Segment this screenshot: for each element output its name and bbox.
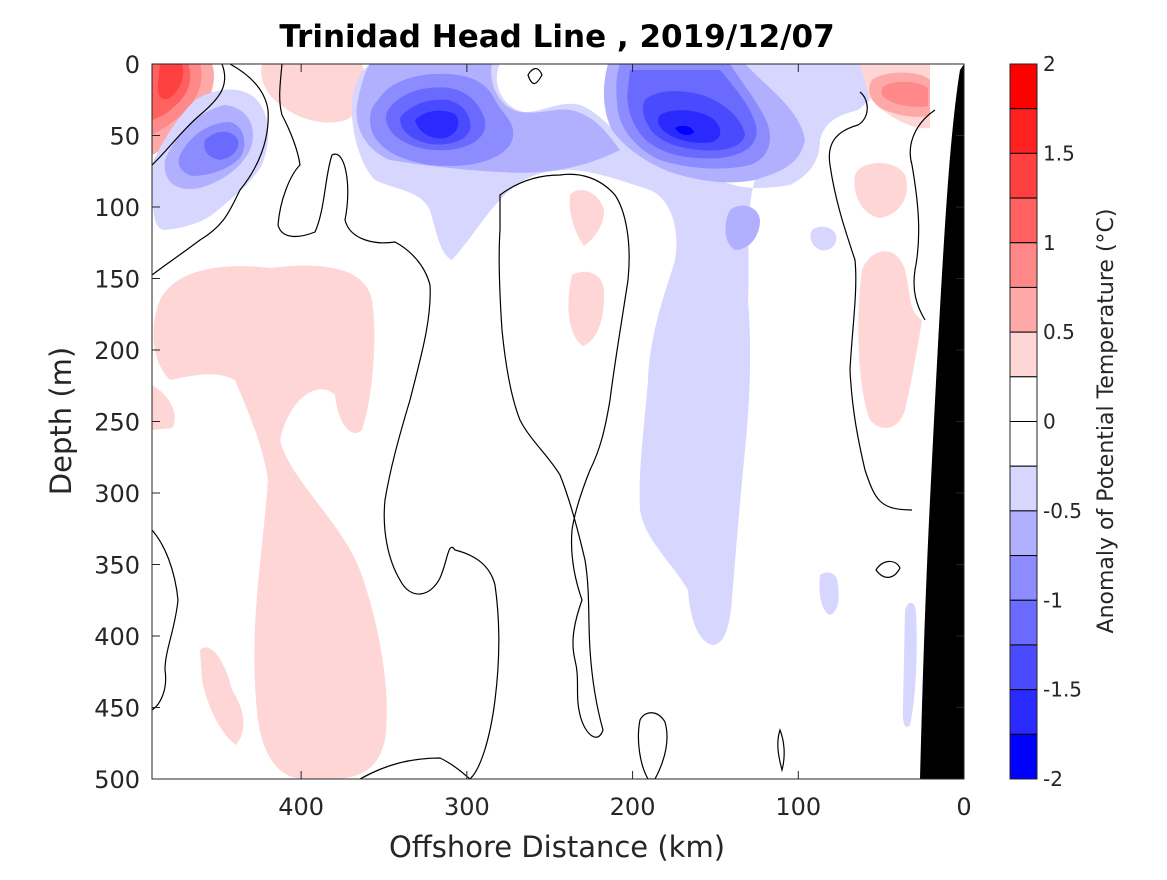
colorbar-segment — [1009, 152, 1038, 199]
y-tick-label: 100 — [94, 194, 140, 222]
y-tick-label: 250 — [94, 409, 140, 437]
colorbar-label: Anomaly of Potential Temperature (°C) — [1094, 209, 1119, 634]
warm-region-left-edge — [152, 385, 175, 430]
x-tick-label: 300 — [444, 793, 490, 821]
contour-line — [637, 712, 668, 779]
colorbar-segment — [1009, 197, 1038, 244]
warm-region-surface-1 — [261, 64, 365, 123]
contour-line — [359, 757, 471, 779]
contour-line — [277, 64, 500, 779]
contour-line — [909, 109, 936, 321]
colorbar-segment — [1009, 733, 1038, 780]
y-tick-label: 500 — [94, 766, 140, 794]
colorbar-tick-label: -1 — [1043, 588, 1063, 612]
y-tick-label: 350 — [94, 552, 140, 580]
y-tick-label: 50 — [109, 123, 140, 151]
x-tick-label: 100 — [775, 793, 821, 821]
warm-core-nearshore-3 — [881, 81, 928, 107]
land-mask — [920, 64, 964, 779]
x-axis-label: Offshore Distance (km) — [389, 830, 725, 864]
contour-line — [498, 173, 630, 738]
contour-line — [152, 64, 269, 276]
cool-region-small-1 — [810, 226, 837, 251]
x-axis: 400 300 200 100 0 — [278, 64, 972, 821]
x-tick-label: 400 — [278, 793, 324, 821]
cool-deep-west-4 — [415, 110, 459, 139]
colorbar-segment — [1009, 599, 1038, 646]
x-tick-label: 0 — [956, 793, 971, 821]
colorbar-segment — [1009, 331, 1038, 378]
zero-contours — [152, 64, 936, 779]
colorbar-segment — [1009, 644, 1038, 691]
y-tick-label: 300 — [94, 480, 140, 508]
plot-area — [152, 64, 964, 779]
colorbar-segment — [1009, 421, 1038, 467]
colorbar-segment — [1009, 242, 1038, 288]
cool-region-small-2 — [902, 602, 917, 727]
colorbar-segment — [1009, 689, 1038, 735]
cool-region-small-3 — [819, 572, 839, 615]
warm-region-center — [569, 190, 604, 246]
y-tick-label: 150 — [94, 266, 140, 294]
warm-region-nearshore — [858, 251, 922, 429]
colorbar-tick-label: 2 — [1043, 52, 1056, 76]
y-tick-label: 400 — [94, 623, 140, 651]
warm-region-shelf — [854, 162, 908, 218]
y-tick-label: 0 — [125, 51, 140, 79]
contour-line — [152, 64, 226, 166]
cool-deep-east-4 — [657, 110, 721, 143]
colorbar-segment — [1009, 108, 1038, 154]
colorbar-ticks: 2 1.5 1 0.5 0 -0.5 -1 -1.5 -2 — [1043, 52, 1082, 791]
colorbar-tick-label: -0.5 — [1043, 499, 1082, 523]
warm-region-deep-left — [200, 647, 244, 745]
cool-mid-east-lobe — [725, 205, 760, 250]
y-axis-label: Depth (m) — [44, 347, 78, 495]
colorbar-segment — [1009, 376, 1038, 422]
warm-region-offshore — [153, 265, 387, 779]
cool-deep-east-5 — [675, 125, 694, 136]
colorbar-tick-label: 0.5 — [1043, 320, 1075, 344]
contour-line — [777, 728, 785, 773]
colorbar-segment — [1009, 286, 1038, 333]
warm-core-offshore-4 — [157, 64, 184, 100]
colorbar-border — [1009, 63, 1038, 780]
contour-line — [828, 91, 913, 511]
colorbar — [1009, 63, 1038, 780]
colorbar-tick-label: 0 — [1043, 410, 1056, 434]
warm-region-center-lower — [568, 271, 605, 346]
colorbar-segment — [1009, 510, 1038, 557]
y-axis: 0 50 100 150 200 250 300 350 400 450 500 — [94, 51, 964, 794]
colorbar-tick-label: 1 — [1043, 231, 1056, 255]
chart-title: Trinidad Head Line , 2019/12/07 — [279, 19, 834, 55]
x-tick-label: 200 — [610, 793, 656, 821]
colorbar-tick-label: 1.5 — [1043, 141, 1075, 165]
colorbar-tick-label: -1.5 — [1043, 678, 1082, 702]
colorbar-segment — [1009, 555, 1038, 601]
colorbar-segment — [1009, 63, 1038, 110]
contour-line — [875, 560, 901, 578]
y-tick-label: 450 — [94, 695, 140, 723]
colorbar-tick-label: -2 — [1043, 767, 1063, 791]
cool-mid-left-core-2 — [204, 131, 239, 160]
contour-line — [152, 529, 179, 711]
contour-line — [527, 68, 543, 85]
y-tick-label: 200 — [94, 337, 140, 365]
colorbar-segment — [1009, 465, 1038, 512]
